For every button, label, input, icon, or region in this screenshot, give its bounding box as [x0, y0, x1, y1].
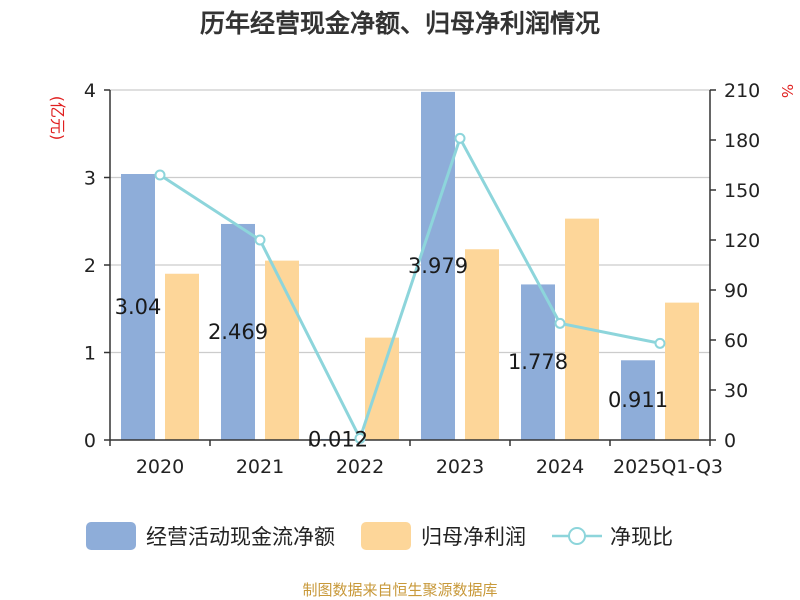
legend: 经营活动现金流净额 归母净利润 净现比 [86, 522, 673, 550]
chart-title: 历年经营现金净额、归母净利润情况 [200, 9, 600, 38]
grid-layer [110, 89, 710, 354]
legend-label: 经营活动现金流净额 [146, 525, 335, 549]
label-layer: 3.04 2.469 0.012 3.979 1.778 0.911 [115, 254, 668, 452]
left-axis-unit: (亿元) [48, 96, 67, 141]
right-tick-label: 180 [724, 130, 760, 152]
data-label: 3.04 [115, 295, 162, 319]
legend-swatch [86, 522, 136, 550]
category-label: 2024 [536, 456, 584, 478]
data-label: 2.469 [208, 320, 268, 344]
right-tick-label: 90 [724, 280, 748, 302]
ratio-point [154, 169, 166, 181]
category-label: 2021 [236, 456, 284, 478]
bar [365, 337, 399, 440]
line-layer [154, 132, 666, 444]
right-axis-unit: % [778, 84, 796, 98]
data-label: 1.778 [508, 350, 568, 374]
left-tick-label: 3 [84, 168, 96, 190]
right-tick-label: 60 [724, 330, 748, 352]
ratio-point [254, 234, 266, 246]
left-tick-label: 1 [84, 343, 96, 365]
legend-label: 归母净利润 [421, 525, 526, 549]
ratio-point [454, 132, 466, 144]
data-label: 0.012 [308, 427, 368, 451]
bar [121, 174, 155, 440]
ratio-point [654, 337, 666, 349]
data-label: 0.911 [608, 388, 668, 412]
legend-swatch [361, 522, 411, 550]
bar-layer [121, 91, 699, 441]
left-tick-label: 4 [84, 80, 96, 102]
ratio-line [159, 134, 661, 443]
bar [165, 273, 199, 440]
bar [465, 249, 499, 440]
category-label: 2020 [136, 456, 184, 478]
ratio-point [354, 432, 366, 444]
right-tick-label: 150 [724, 180, 760, 202]
bar [521, 284, 555, 440]
legend-marker [568, 527, 586, 545]
right-tick-label: 30 [724, 380, 748, 402]
legend-label: 净现比 [610, 525, 673, 549]
axis-layer: 0 1 2 3 4 0 30 60 90 120 150 180 210 2020 2021 2022 2023… [84, 80, 760, 478]
bar [665, 302, 699, 440]
bar [621, 360, 655, 440]
right-tick-label: 0 [724, 430, 736, 452]
left-tick-label: 2 [84, 255, 96, 277]
category-label: 2023 [436, 456, 484, 478]
source-note: 制图数据来自恒生聚源数据库 [302, 581, 497, 599]
bar [265, 260, 299, 440]
left-tick-label: 0 [84, 430, 96, 452]
category-label: 2025Q1-Q3 [613, 456, 723, 478]
category-label: 2022 [336, 456, 384, 478]
bar [221, 223, 255, 440]
bar [421, 91, 455, 441]
right-tick-label: 120 [724, 230, 760, 252]
right-tick-label: 210 [724, 80, 760, 102]
ratio-point [554, 317, 566, 329]
data-label: 3.979 [408, 254, 468, 278]
